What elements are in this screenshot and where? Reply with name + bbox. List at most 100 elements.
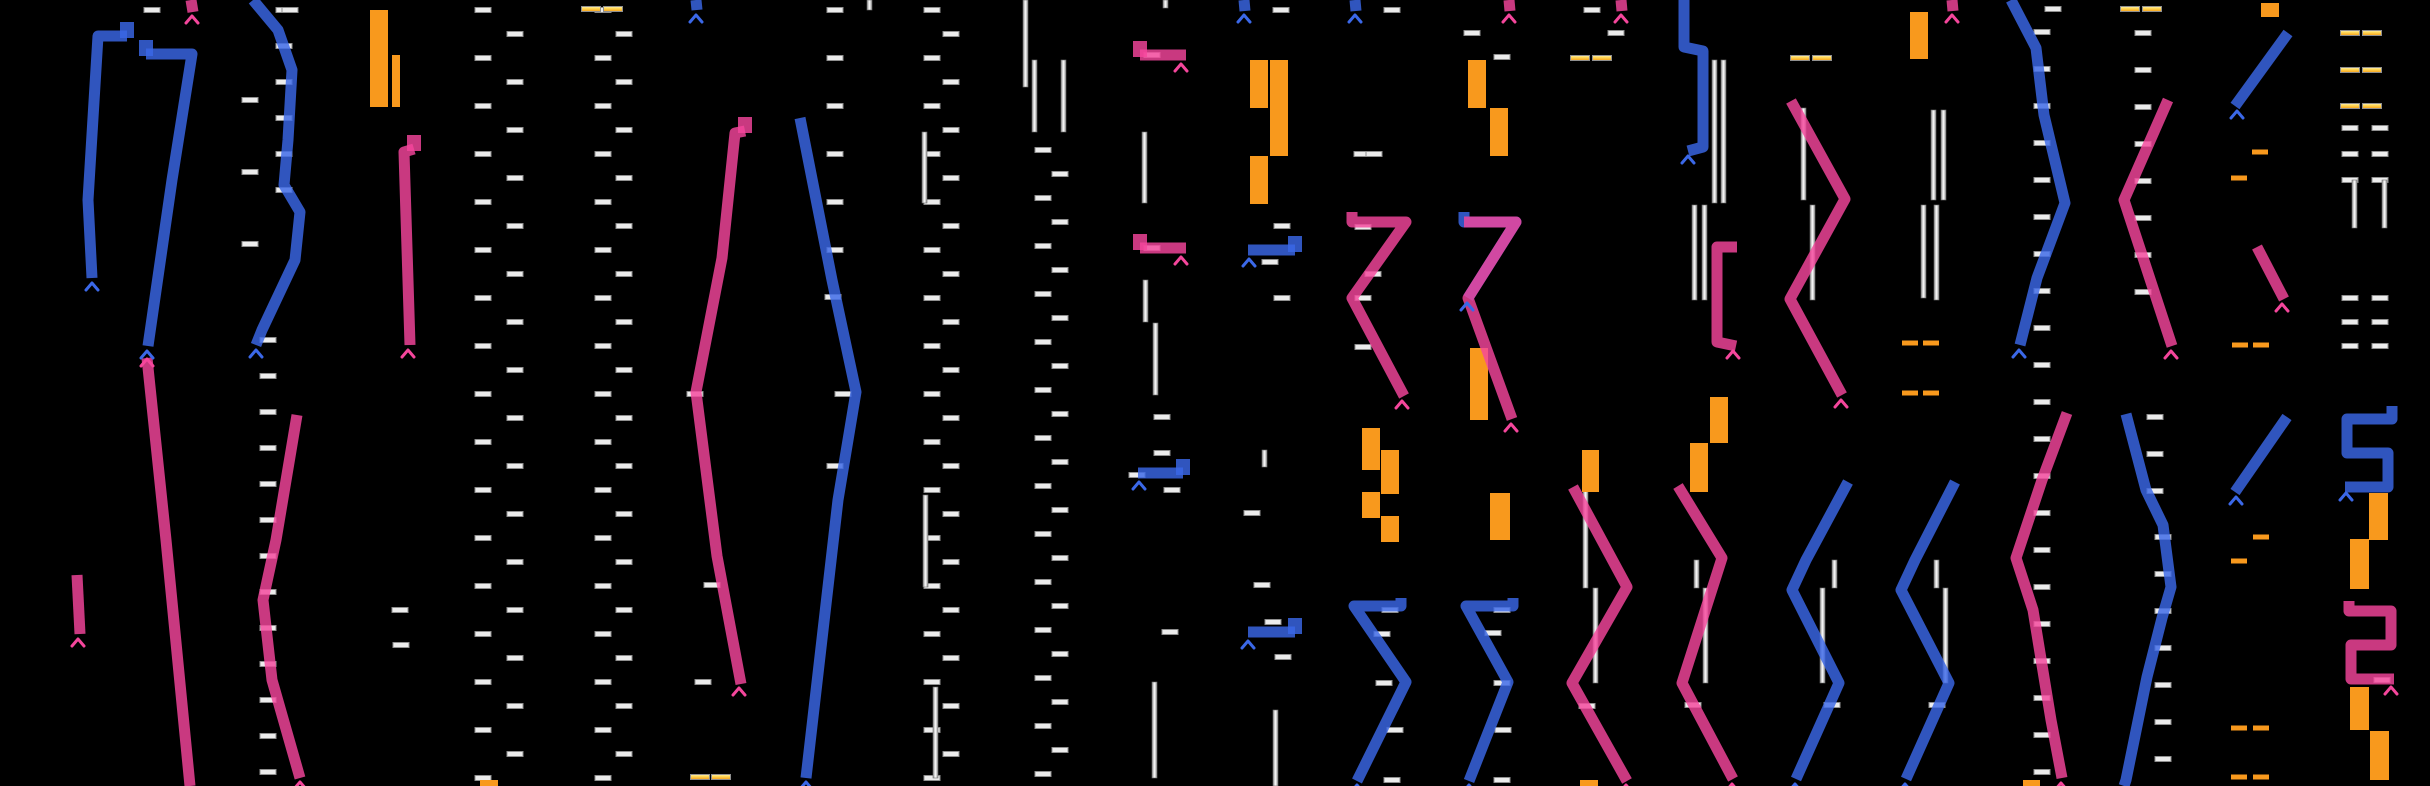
orange-block-bar[interactable] <box>1582 450 1599 492</box>
vehicle-caret-pink[interactable] <box>1501 13 1517 24</box>
vehicle-caret-blue[interactable] <box>1347 13 1363 24</box>
orange-block-bar[interactable] <box>1580 780 1598 786</box>
route-line-blue[interactable] <box>1349 0 1362 12</box>
route-line-blue[interactable] <box>690 0 703 11</box>
orange-block-bar[interactable] <box>1362 492 1380 518</box>
route-line-pink[interactable] <box>141 357 196 786</box>
route-line-blue[interactable] <box>1348 598 1412 784</box>
route-line-pink[interactable] <box>2252 244 2289 302</box>
vehicle-caret-blue[interactable] <box>2228 495 2244 506</box>
route-line-blue[interactable] <box>1786 479 1853 782</box>
vehicle-caret-pink[interactable] <box>731 686 747 697</box>
vehicle-caret-blue[interactable] <box>1789 782 1801 786</box>
route-line-pink[interactable] <box>1673 483 1738 782</box>
orange-block-bar[interactable] <box>392 55 400 107</box>
vehicle-caret-pink[interactable] <box>1833 398 1849 409</box>
orange-block-bar[interactable] <box>1910 12 1928 59</box>
route-line-blue[interactable] <box>248 0 306 348</box>
vehicle-caret-blue[interactable] <box>1680 154 1696 165</box>
orange-block-bar[interactable] <box>1250 60 1268 108</box>
vehicle-caret-blue[interactable] <box>1463 783 1475 786</box>
route-line-pink[interactable] <box>1615 0 1628 12</box>
vehicle-caret-pink[interactable] <box>2383 685 2399 696</box>
vehicle-caret-pink[interactable] <box>70 637 86 648</box>
route-line-blue[interactable] <box>82 30 127 279</box>
orange-block-bar[interactable] <box>2370 731 2389 780</box>
vehicle-caret-pink[interactable] <box>1173 62 1189 73</box>
route-line-pink[interactable] <box>2118 97 2178 348</box>
vehicle-caret-blue[interactable] <box>1236 13 1252 24</box>
route-line-blue[interactable] <box>142 48 198 347</box>
vehicle-caret-blue[interactable] <box>688 13 704 24</box>
vehicle-caret-pink[interactable] <box>400 348 416 359</box>
orange-block-bar[interactable] <box>1381 516 1399 542</box>
route-line-pink[interactable] <box>690 125 747 686</box>
vehicle-caret-pink[interactable] <box>2055 781 2067 786</box>
route-line-pink[interactable] <box>185 0 199 13</box>
vehicle-caret-blue[interactable] <box>1240 639 1256 650</box>
orange-block-bar[interactable] <box>370 10 388 107</box>
route-line-pink[interactable] <box>1784 98 1851 398</box>
orange-block-bar[interactable] <box>2350 539 2369 589</box>
route-line-blue[interactable] <box>794 116 862 779</box>
route-line-blue[interactable] <box>1895 479 1960 782</box>
orange-block-bar[interactable] <box>1270 60 1288 156</box>
orange-block-bar[interactable] <box>1381 450 1399 494</box>
route-line-blue[interactable] <box>2230 29 2293 110</box>
vehicle-caret-blue[interactable] <box>1131 480 1147 491</box>
orange-block-bar[interactable] <box>1362 428 1380 470</box>
route-line-blue[interactable] <box>1678 0 1709 157</box>
orange-block-bar[interactable] <box>480 780 498 786</box>
vehicle-caret-blue[interactable] <box>2338 491 2354 502</box>
route-line-pink[interactable] <box>2010 411 2073 780</box>
vehicle-caret-pink[interactable] <box>1613 13 1629 24</box>
vehicle-caret-blue[interactable] <box>139 349 155 360</box>
orange-block-bar[interactable] <box>1250 156 1268 204</box>
route-line-blue[interactable] <box>1460 598 1519 784</box>
orange-block-bar[interactable] <box>2350 687 2369 730</box>
route-line-pink[interactable] <box>1503 0 1516 12</box>
route-line-pink[interactable] <box>71 574 86 635</box>
route-line-pink[interactable] <box>2343 601 2397 685</box>
vehicle-caret-pink[interactable] <box>2163 349 2179 360</box>
route-line-blue[interactable] <box>2006 0 2071 347</box>
orange-block-bar[interactable] <box>1490 108 1508 156</box>
vehicle-caret-blue[interactable] <box>2229 109 2245 120</box>
route-line-pink[interactable] <box>257 414 306 780</box>
vehicle-caret-blue[interactable] <box>1351 783 1363 786</box>
orange-block-bar[interactable] <box>2023 780 2040 786</box>
route-line-pink[interactable] <box>1462 216 1522 421</box>
vehicle-caret-pink[interactable] <box>1503 422 1519 433</box>
vehicle-caret-blue[interactable] <box>2011 348 2027 359</box>
orange-block-bar[interactable] <box>2261 3 2279 17</box>
vehicle-caret-pink[interactable] <box>2274 302 2290 313</box>
vehicle-caret-blue[interactable] <box>248 348 264 359</box>
route-line-pink[interactable] <box>1946 0 1959 12</box>
vehicle-caret-blue[interactable] <box>800 780 812 786</box>
orange-block-bar[interactable] <box>1690 443 1708 492</box>
orange-block-bar[interactable] <box>1490 493 1510 540</box>
vehicle-caret-pink[interactable] <box>1394 399 1410 410</box>
vehicle-caret-pink[interactable] <box>1173 255 1189 266</box>
route-line-blue[interactable] <box>1238 0 1251 12</box>
vehicle-caret-pink[interactable] <box>1726 782 1738 786</box>
orange-block-bar[interactable] <box>1710 397 1728 443</box>
vehicle-caret-pink[interactable] <box>1944 13 1960 24</box>
vehicle-caret-blue[interactable] <box>1459 301 1475 312</box>
orange-block-bar[interactable] <box>1470 348 1488 420</box>
route-line-pink[interactable] <box>1566 484 1633 784</box>
orange-block-bar[interactable] <box>2369 493 2388 540</box>
vehicle-caret-pink[interactable] <box>1620 783 1632 786</box>
vehicle-caret-blue[interactable] <box>1899 782 1911 786</box>
orange-block-bar[interactable] <box>1468 60 1486 108</box>
vehicle-caret-blue[interactable] <box>1241 257 1257 268</box>
route-line-blue[interactable] <box>2230 413 2292 496</box>
vehicle-caret-pink[interactable] <box>139 357 155 368</box>
vehicle-caret-blue[interactable] <box>84 281 100 292</box>
vehicle-caret-pink[interactable] <box>184 14 200 25</box>
route-line-pink[interactable] <box>1346 212 1412 399</box>
route-line-blue[interactable] <box>2341 406 2398 493</box>
route-line-pink[interactable] <box>1711 241 1738 352</box>
vehicle-caret-pink[interactable] <box>294 780 306 786</box>
route-line-blue[interactable] <box>2118 412 2177 786</box>
